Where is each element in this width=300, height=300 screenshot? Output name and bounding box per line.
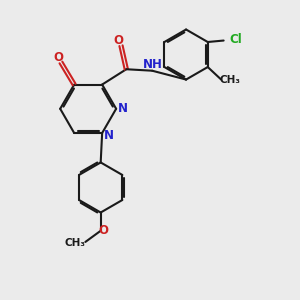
Text: CH₃: CH₃ — [220, 75, 241, 85]
Text: N: N — [118, 102, 128, 115]
Text: CH₃: CH₃ — [64, 238, 86, 248]
Text: NH: NH — [143, 58, 163, 71]
Text: N: N — [103, 129, 114, 142]
Text: O: O — [99, 224, 109, 237]
Text: Cl: Cl — [229, 33, 242, 46]
Text: O: O — [54, 51, 64, 64]
Text: O: O — [114, 34, 124, 47]
